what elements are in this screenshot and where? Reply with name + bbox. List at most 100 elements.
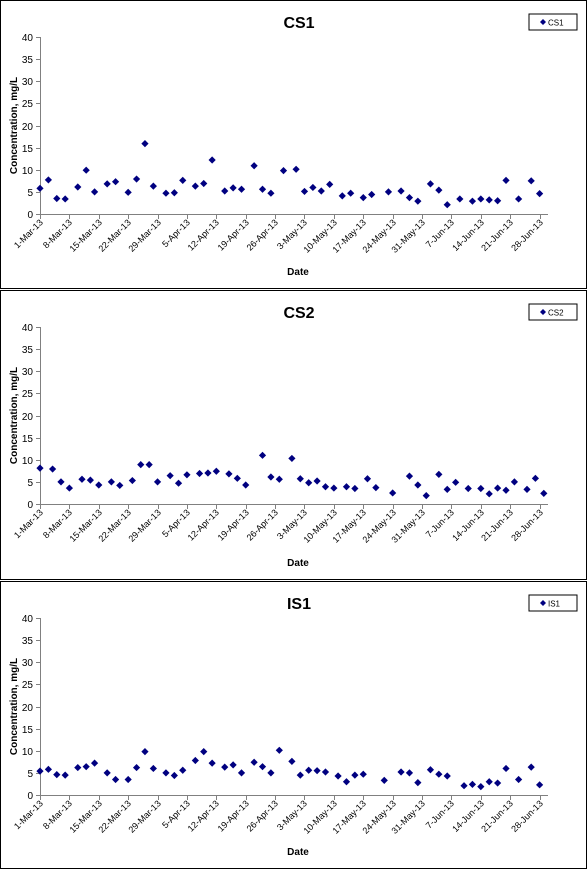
y-tick-label: 40 [22,323,34,334]
chart-panel-0: CS1 CS105101520253035401-Mar-138-Mar-1315… [0,0,587,289]
data-point [267,769,275,777]
data-point [330,484,338,492]
y-tick-label: 5 [27,769,33,780]
data-point [111,775,120,784]
data-point [162,769,170,777]
data-point [477,195,485,203]
data-point [368,190,376,199]
data-point [296,771,304,779]
data-point [200,179,208,188]
y-tick-label: 0 [27,500,33,511]
data-point [166,472,174,480]
data-point [456,195,464,203]
data-point [405,472,414,480]
data-point [65,484,73,492]
legend-label: IS1 [548,600,561,609]
y-tick-label: 30 [22,367,34,378]
y-tick-label: 15 [22,434,34,445]
legend: CS1 [528,13,578,31]
data-point [351,484,359,493]
data-point [208,156,216,164]
data-point [321,483,330,491]
data-point [300,187,309,196]
y-tick-label: 0 [27,210,33,221]
data-point [145,461,153,469]
y-tick-label: 25 [22,680,34,691]
data-point [527,763,535,771]
chart-title: CS2 [283,305,314,322]
y-tick-label: 35 [22,55,34,66]
data-point [237,185,246,193]
data-point [485,196,493,204]
y-axis-title: Concentration, mg/L [9,367,20,464]
y-tick-label: 5 [27,478,33,489]
data-point [229,184,237,192]
data-point [347,189,355,197]
data-point [74,183,82,191]
data-point [477,484,485,493]
x-axis-title: Date [287,558,309,569]
y-tick-label: 30 [22,658,34,669]
data-point [61,195,69,203]
data-point [90,759,99,767]
data-point [103,180,111,188]
legend-label: CS1 [548,19,564,28]
y-tick-label: 15 [22,144,34,155]
data-point [384,188,393,196]
data-point [141,748,149,756]
data-point [338,192,346,200]
data-point [132,175,141,183]
data-point [435,186,443,194]
data-point [179,176,187,184]
y-tick-label: 40 [22,33,34,44]
data-point [468,197,477,205]
y-tick-label: 20 [22,703,34,714]
data-point [510,478,519,486]
x-axis-title: Date [287,267,309,278]
data-point [149,764,157,773]
y-tick-label: 5 [27,188,33,199]
y-tick-label: 10 [22,747,34,758]
y-axis-title: Concentration, mg/L [9,77,20,174]
data-point [313,477,321,485]
legend: CS2 [528,303,578,321]
chart-panel-1: CS2 CS205101520253035401-Mar-138-Mar-1315… [0,290,587,580]
data-point [237,769,246,777]
data-point [82,166,90,174]
data-point [149,182,157,190]
y-tick-label: 35 [22,636,34,647]
data-point [250,162,258,170]
data-point [359,194,367,202]
data-point [464,484,472,493]
data-point [191,756,199,765]
data-point [221,187,229,195]
legend: IS1 [528,594,578,612]
data-point [422,491,430,500]
data-point [107,478,115,486]
series-IS1 [36,746,544,791]
data-point [536,781,544,789]
data-point [468,780,477,788]
y-tick-label: 10 [22,456,34,467]
data-point [124,188,132,196]
data-point [515,775,523,784]
data-point [53,194,61,203]
data-point [494,779,502,787]
y-tick-label: 15 [22,725,34,736]
data-point [137,461,145,469]
data-point [372,484,380,492]
y-tick-label: 20 [22,122,34,133]
data-point [221,763,229,771]
data-point [494,197,502,205]
data-point [477,782,485,791]
y-tick-label: 30 [22,77,34,88]
data-point [258,763,267,771]
data-point [321,768,330,776]
legend-marker [540,309,546,315]
chart-title: CS1 [283,15,314,32]
data-point [90,188,99,196]
data-point [342,778,351,786]
data-point [405,194,414,202]
data-point [502,176,510,184]
